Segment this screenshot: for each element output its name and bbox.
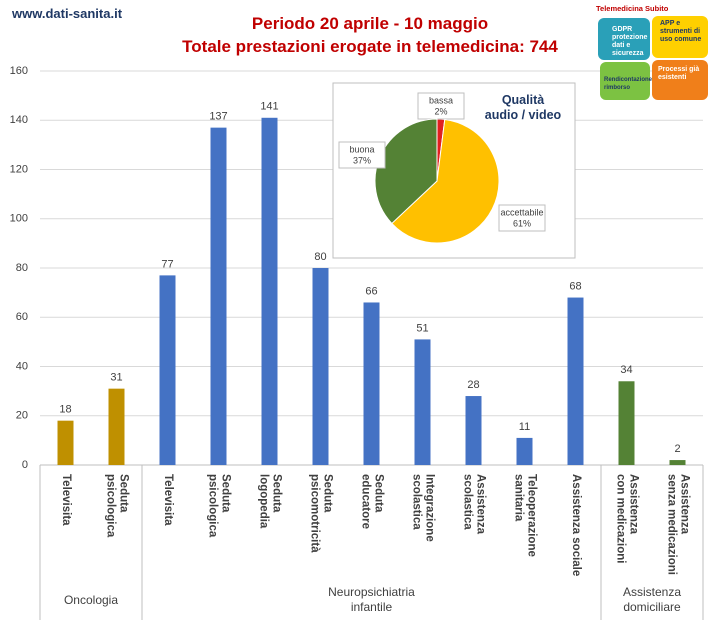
bar — [312, 268, 329, 465]
bar — [567, 297, 584, 465]
group-label: Oncologia — [63, 592, 119, 607]
data-label: 28 — [467, 379, 479, 391]
x-tick-label: Seduta psicologica — [104, 474, 130, 538]
bar — [363, 302, 380, 465]
x-tick-label: Seduta psicomotricità — [308, 474, 334, 553]
bar — [669, 460, 686, 465]
x-tick-label: Teleoperazione sanitaria — [512, 474, 538, 557]
x-tick-label: Integrazione scolastica — [410, 474, 436, 542]
pie-slice — [391, 118, 500, 244]
x-tick-label: Televisita — [162, 474, 174, 526]
bar — [57, 420, 74, 465]
bar — [465, 396, 482, 465]
y-tick-label: 160 — [10, 65, 28, 77]
bar — [159, 275, 176, 465]
bar — [210, 127, 227, 465]
y-tick-label: 120 — [10, 163, 28, 175]
y-tick-label: 0 — [22, 459, 28, 471]
y-tick-label: 20 — [16, 410, 28, 422]
label-box — [417, 92, 465, 120]
logo-text: GDPR protezione dati e sicurezza — [612, 26, 648, 57]
label-box — [498, 204, 546, 232]
logo-text: Processi già esistenti — [658, 66, 700, 81]
pie-title: Qualità audio / video — [484, 93, 562, 122]
data-label: 18 — [59, 404, 71, 416]
puzzle-piece — [652, 16, 708, 58]
label-box — [338, 141, 386, 169]
group-label: Assistenza domiciliare — [622, 585, 682, 614]
y-tick-label: 100 — [10, 213, 28, 225]
data-label: 141 — [260, 101, 278, 113]
data-label: 80 — [314, 251, 326, 263]
data-label: 11 — [519, 421, 530, 433]
x-tick-label: Seduta logopedia — [257, 474, 283, 529]
slice-value: 61% — [513, 218, 531, 228]
x-tick-label: Televisita — [60, 474, 72, 526]
group-label: Neuropsichiatria infantile — [328, 585, 415, 614]
logo-text: Rendicontazione rimborso — [604, 77, 653, 91]
y-tick-label: 140 — [10, 114, 28, 126]
data-label: 2 — [674, 443, 680, 455]
puzzle-piece — [600, 62, 650, 100]
site: www.dati-sanita.it — [12, 6, 123, 21]
y-tick-label: 40 — [16, 360, 28, 372]
data-label: 51 — [416, 322, 428, 334]
data-label: 137 — [209, 111, 227, 123]
x-tick-label: Seduta educatore — [359, 474, 385, 529]
logo-title: Telemedicina Subito — [596, 4, 669, 13]
slice-value: 37% — [353, 155, 371, 165]
x-tick-label: Seduta psicologica — [206, 474, 232, 538]
slice-label: buona — [349, 144, 374, 154]
data-label: 66 — [365, 285, 377, 297]
bar — [618, 381, 635, 465]
data-label: 77 — [161, 258, 173, 270]
bar — [414, 339, 431, 465]
data-label: 31 — [110, 372, 122, 384]
x-tick-label: Assistenza scolastica — [461, 474, 487, 535]
chart-subtitle: Totale prestazioni erogate in telemedici… — [182, 37, 558, 56]
y-tick-label: 60 — [16, 311, 28, 323]
chart-title: Periodo 20 aprile - 10 maggio — [251, 14, 489, 33]
puzzle-piece — [598, 18, 650, 60]
x-tick-label: Assistenza sociale — [570, 474, 582, 577]
slice-label: accettabile — [500, 207, 543, 217]
logo-text: APP e strumenti di uso comune — [660, 20, 702, 43]
data-label: 34 — [620, 364, 632, 376]
bar — [261, 117, 278, 465]
puzzle-piece — [652, 60, 708, 100]
bar — [108, 388, 125, 465]
slice-value: 2% — [434, 106, 447, 116]
y-tick-label: 80 — [16, 262, 28, 274]
logo: Telemedicina Subito GDPR protezione dati… — [594, 2, 716, 104]
data-label: 68 — [569, 280, 581, 292]
bar — [516, 437, 533, 465]
slice-label: bassa — [429, 95, 453, 105]
x-tick-label: Assistenza senza medicazioni — [665, 474, 691, 575]
x-tick-label: Assistenza con medicazioni — [614, 474, 640, 564]
